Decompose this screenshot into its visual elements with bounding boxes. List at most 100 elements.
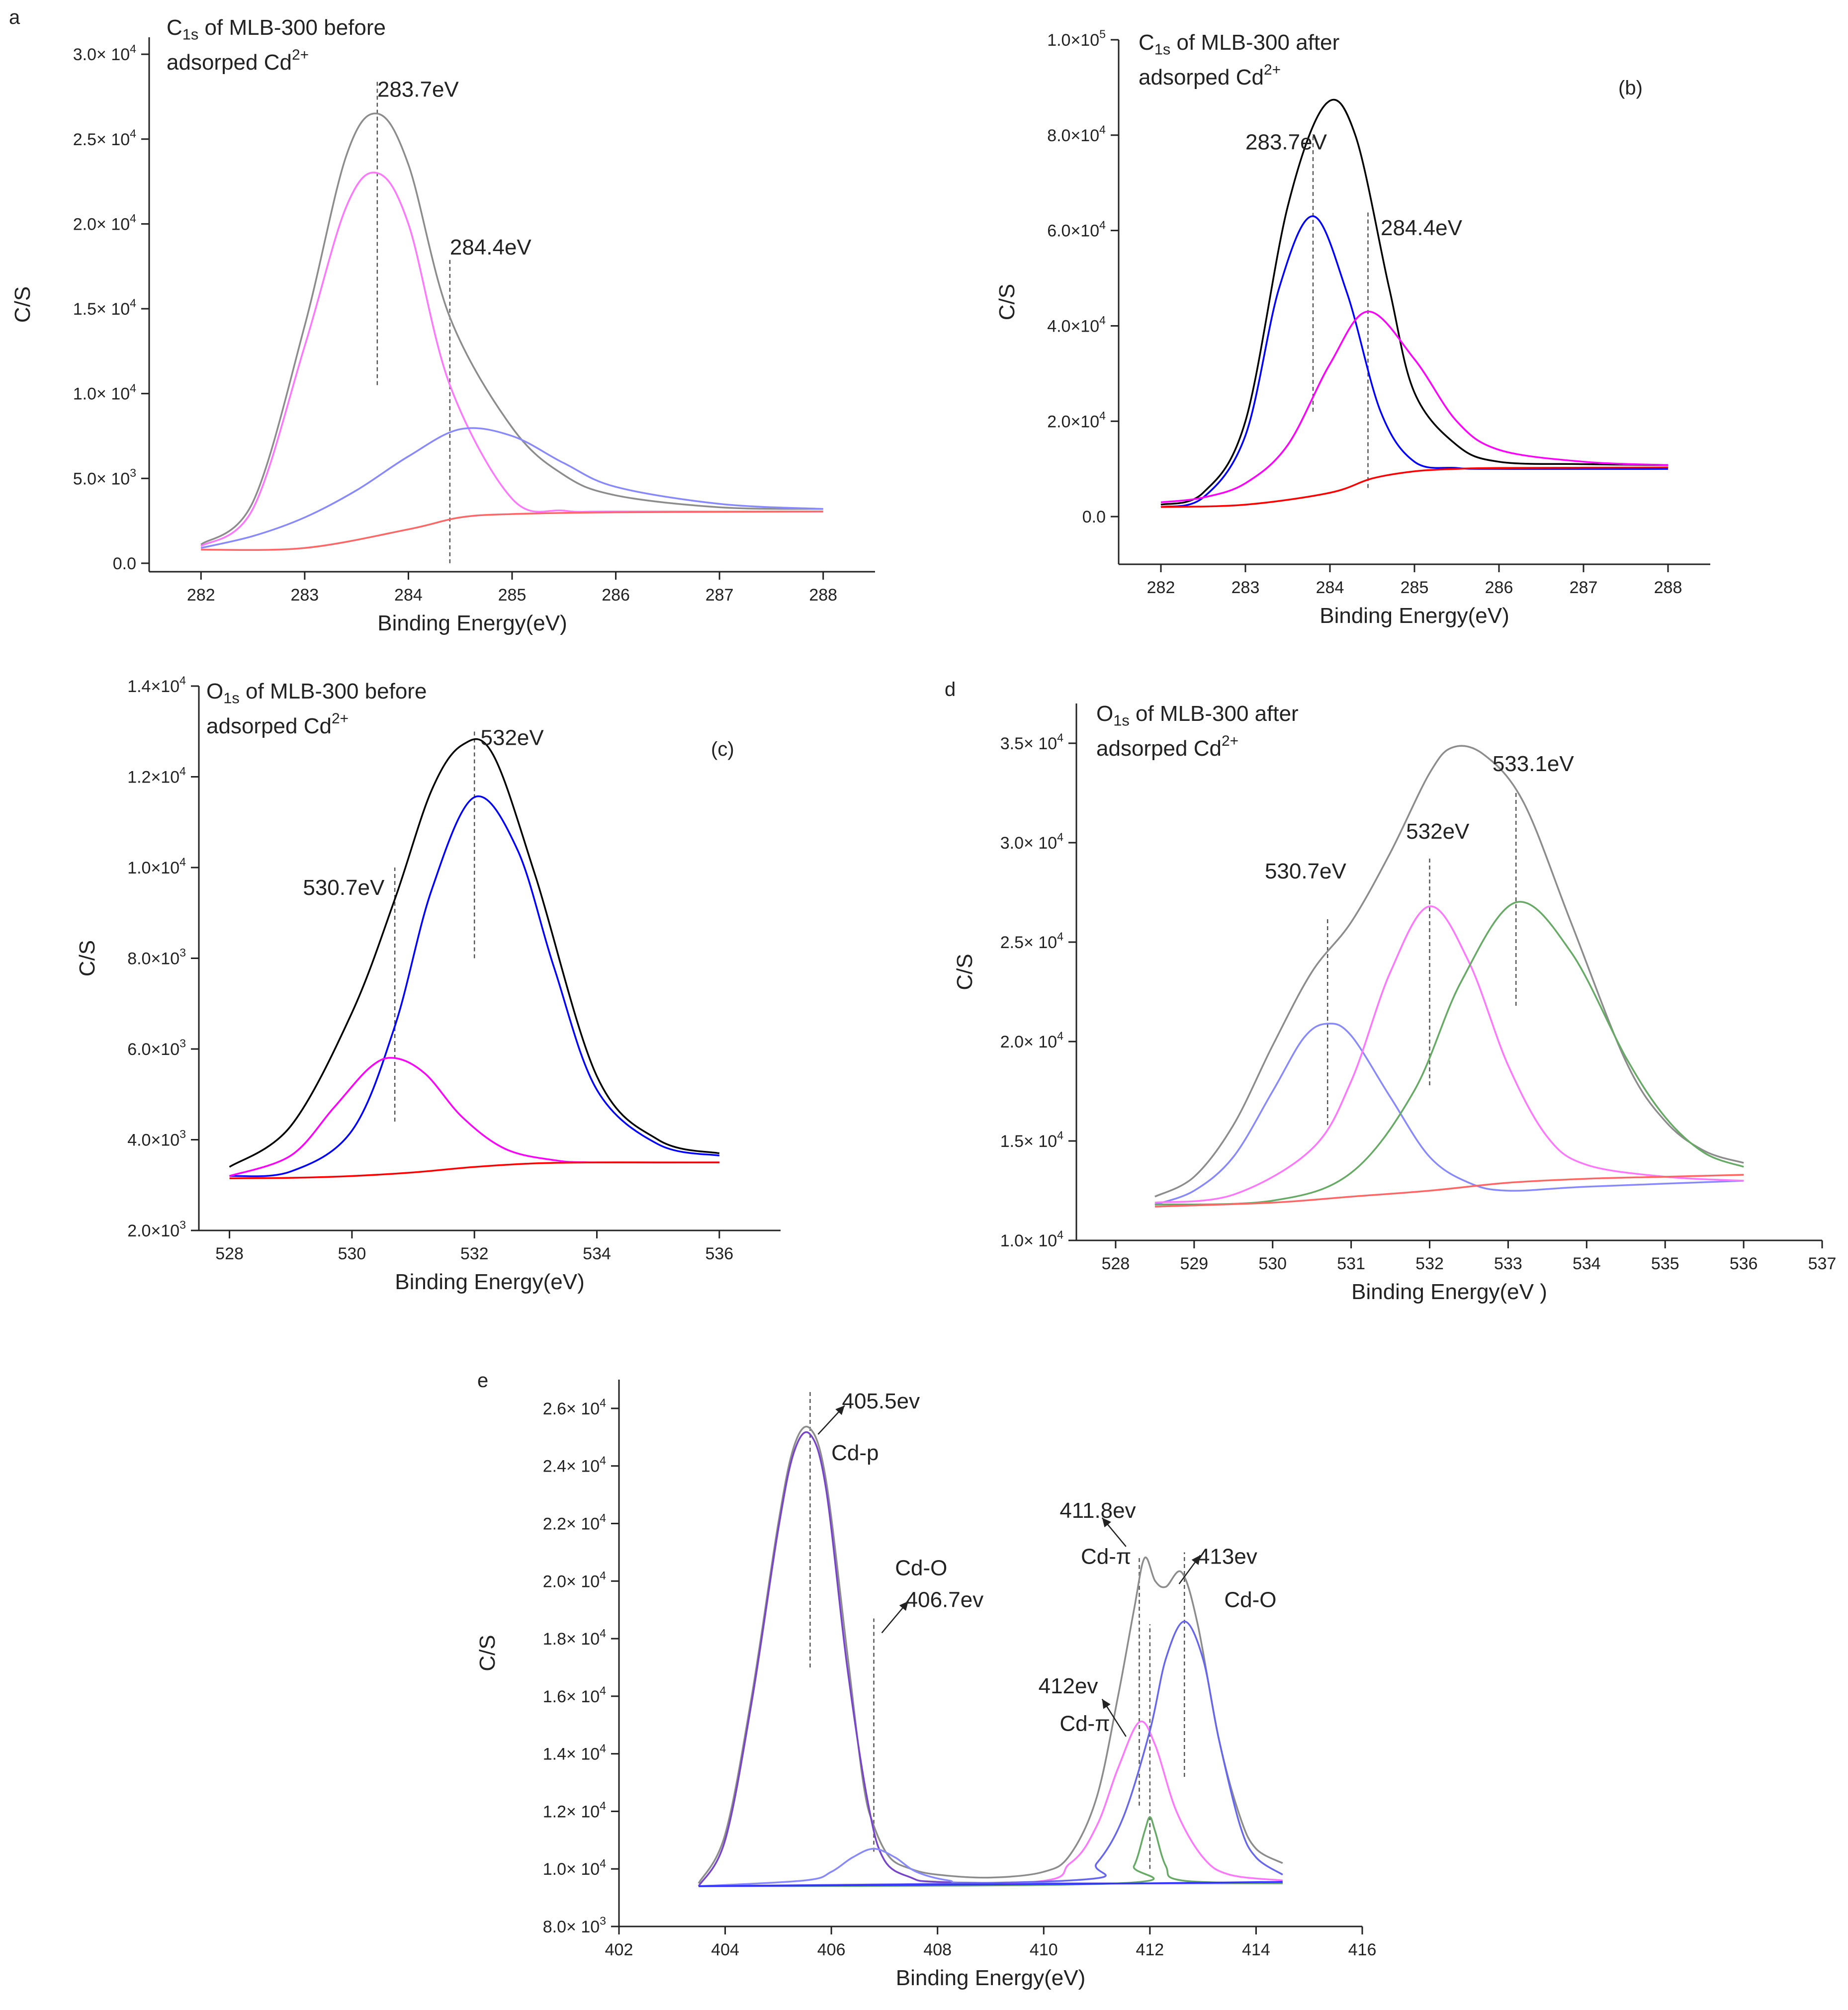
y-tick-label: 0.0 bbox=[1082, 508, 1106, 526]
y-tick-label: 8.0×104 bbox=[1047, 123, 1106, 145]
x-tick-label: 286 bbox=[602, 586, 630, 605]
y-tick-label: 0.0 bbox=[113, 554, 136, 573]
annotation-arrow-head bbox=[899, 1601, 908, 1611]
x-tick-label: 529 bbox=[1180, 1254, 1208, 1273]
y-tick-label: 2.0× 104 bbox=[1000, 1030, 1063, 1051]
y-tick-label: 1.0× 104 bbox=[1000, 1228, 1063, 1250]
annotation-arrow-head bbox=[1102, 1517, 1111, 1528]
peak-annotation: 283.7eV bbox=[1245, 130, 1327, 155]
x-tick-label: 288 bbox=[1654, 578, 1682, 597]
peak-annotation: 284.4eV bbox=[1381, 216, 1463, 240]
x-tick-label: 283 bbox=[1232, 578, 1260, 597]
chart-title-line: C1s of MLB-300 before bbox=[167, 15, 386, 43]
series-line-cd-o-406-7-ev bbox=[699, 1847, 1283, 1887]
y-tick-label: 2.5× 104 bbox=[1000, 930, 1063, 952]
y-tick-label: 4.0×104 bbox=[1047, 314, 1106, 336]
peak-annotation: 532eV bbox=[1406, 819, 1470, 844]
series-line-283-7-ev-component bbox=[200, 172, 823, 547]
series-line-530-7-ev-component bbox=[1154, 1023, 1744, 1206]
series-line-background bbox=[699, 1881, 1283, 1887]
x-axis-label: Binding Energy(eV ) bbox=[1351, 1280, 1547, 1304]
panel-label: a bbox=[9, 6, 20, 28]
y-tick-label: 1.2×104 bbox=[127, 765, 186, 787]
y-tick-label: 3.0× 104 bbox=[73, 42, 136, 64]
x-tick-label: 533 bbox=[1494, 1254, 1522, 1273]
series-line-cd-412-ev bbox=[699, 1816, 1283, 1887]
y-tick-label: 1.4×104 bbox=[127, 674, 186, 696]
series-line-background bbox=[1154, 1174, 1744, 1208]
y-tick-label: 3.0× 104 bbox=[1000, 831, 1063, 853]
x-tick-label: 532 bbox=[1415, 1254, 1444, 1273]
x-tick-label: 410 bbox=[1030, 1940, 1058, 1959]
annotation-arrow-head bbox=[1102, 1699, 1111, 1709]
chart-panel-e: 402 404 406 408 410 412 414 416 8.0× 103 1.0× 104… bbox=[475, 1370, 1376, 1990]
x-tick-label: 282 bbox=[1147, 578, 1175, 597]
x-tick-label: 412 bbox=[1136, 1940, 1164, 1959]
chart-panel-c: 528 530 532 534 536 2.0×103 4.0×103 6.0×103 8.0×… bbox=[75, 674, 781, 1294]
peak-annotation: 413ev bbox=[1198, 1545, 1257, 1569]
chart-title-line: adsorped Cd2+ bbox=[1096, 733, 1238, 761]
chart-panel-a: 282 283 284 285 286 287 288 0.0 5.0× 103 1.0× 104… bbox=[9, 6, 875, 635]
peak-annotation: 412ev bbox=[1039, 1674, 1098, 1698]
y-tick-label: 1.6× 104 bbox=[543, 1684, 606, 1706]
series-line-284-4-ev-component bbox=[200, 427, 823, 549]
x-tick-label: 408 bbox=[923, 1940, 952, 1959]
y-tick-label: 1.2× 104 bbox=[543, 1799, 606, 1821]
series-line-532-ev-component bbox=[1154, 905, 1744, 1204]
peak-annotation: 411.8ev bbox=[1059, 1498, 1136, 1523]
y-tick-label: 5.0× 103 bbox=[73, 466, 136, 488]
x-tick-label: 530 bbox=[1258, 1254, 1287, 1273]
chart-title-line: C1s of MLB-300 after bbox=[1139, 30, 1339, 58]
y-tick-label: 8.0× 103 bbox=[543, 1915, 606, 1936]
peak-annotation: 533.1eV bbox=[1493, 752, 1575, 776]
x-tick-label: 402 bbox=[605, 1940, 633, 1959]
panel-label: (c) bbox=[711, 738, 734, 760]
y-tick-label: 2.2× 104 bbox=[543, 1511, 606, 1533]
peak-annotation: Cd-p bbox=[831, 1441, 879, 1465]
x-tick-label: 534 bbox=[583, 1244, 611, 1263]
y-tick-label: 6.0×103 bbox=[127, 1037, 186, 1059]
y-axis-label: C/S bbox=[75, 940, 99, 976]
panel-label: e bbox=[477, 1370, 488, 1392]
y-tick-label: 1.5× 104 bbox=[1000, 1129, 1063, 1151]
y-tick-label: 1.5× 104 bbox=[73, 297, 136, 319]
x-axis-label: Binding Energy(eV) bbox=[395, 1270, 585, 1294]
y-tick-label: 1.4× 104 bbox=[543, 1742, 606, 1763]
y-tick-label: 8.0×103 bbox=[127, 946, 186, 968]
series-line-envelope bbox=[1154, 745, 1744, 1198]
y-axis-label: C/S bbox=[953, 954, 977, 990]
y-tick-label: 1.0× 104 bbox=[73, 381, 136, 403]
x-tick-label: 283 bbox=[290, 586, 319, 605]
y-tick-label: 1.0×105 bbox=[1047, 28, 1106, 50]
x-axis-label: Binding Energy(eV) bbox=[377, 611, 567, 635]
x-tick-label: 536 bbox=[705, 1244, 733, 1263]
series-line-533-1-ev-component bbox=[1154, 901, 1744, 1206]
x-tick-label: 287 bbox=[1570, 578, 1598, 597]
panel-label: (b) bbox=[1618, 77, 1643, 99]
chart-title-line: adsorped Cd2+ bbox=[167, 47, 309, 75]
y-tick-label: 2.0×103 bbox=[127, 1219, 186, 1240]
y-tick-label: 1.0× 104 bbox=[543, 1857, 606, 1879]
y-tick-label: 3.5× 104 bbox=[1000, 731, 1063, 753]
series-line-cd-p-405-5-ev bbox=[698, 1431, 1283, 1887]
x-tick-label: 531 bbox=[1337, 1254, 1365, 1273]
x-tick-label: 528 bbox=[1102, 1254, 1130, 1273]
x-tick-label: 284 bbox=[394, 586, 423, 605]
series-line-532-ev-component bbox=[229, 795, 720, 1177]
x-tick-label: 536 bbox=[1730, 1254, 1758, 1273]
series-line-background bbox=[1160, 466, 1669, 508]
x-tick-label: 282 bbox=[187, 586, 215, 605]
peak-annotation: 530.7eV bbox=[303, 875, 385, 900]
x-tick-label: 535 bbox=[1651, 1254, 1679, 1273]
peak-annotation: 284.4eV bbox=[450, 235, 532, 260]
chart-title-line: adsorped Cd2+ bbox=[1139, 62, 1281, 89]
series-line-background bbox=[201, 511, 823, 551]
x-tick-label: 286 bbox=[1485, 578, 1513, 597]
series-line-envelope bbox=[698, 1425, 1283, 1884]
peak-annotation: Cd-π bbox=[1081, 1545, 1131, 1569]
x-axis-label: Binding Energy(eV) bbox=[896, 1966, 1086, 1990]
y-axis-label: C/S bbox=[10, 286, 35, 323]
series-line-envelope bbox=[229, 738, 720, 1168]
chart-panel-d: 528 529 530 531 532 533 534 535 536 537 1.0× 104 1.… bbox=[945, 679, 1836, 1304]
